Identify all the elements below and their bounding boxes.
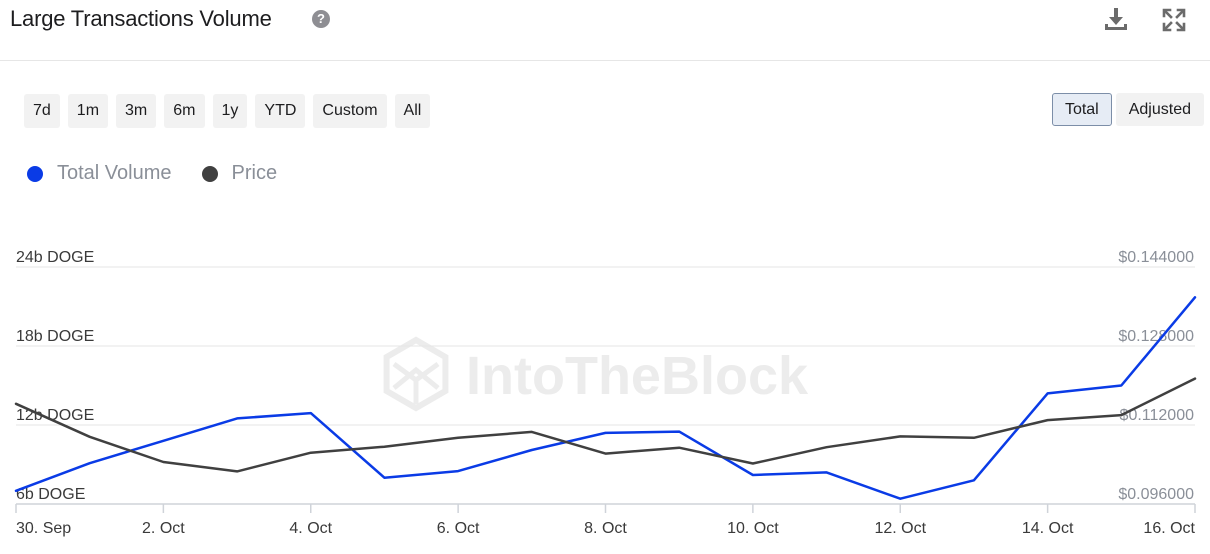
chart-title: Large Transactions Volume [10,6,272,31]
y-left-tick-label: 24b DOGE [16,249,94,266]
y-right-tick-label: $0.128000 [1118,328,1194,345]
watermark-text: IntoTheBlock [466,346,809,406]
x-tick-label: 14. Oct [1022,520,1074,537]
y-left-tick-label: 6b DOGE [16,486,85,503]
legend-marker-total-volume [27,165,43,182]
range-1y-button[interactable]: 1y [212,94,248,128]
series-line-total-volume [14,296,1197,500]
help-icon[interactable]: ? [312,10,330,28]
legend-label-total-volume: Total Volume [57,162,172,184]
y-right-tick-label: $0.112000 [1120,407,1195,424]
legend-marker-price [201,165,218,182]
range-custom-button[interactable]: Custom [313,94,387,128]
x-tick-label: 4. Oct [289,520,332,537]
range-7d-button[interactable]: 7d [24,94,60,128]
x-tick-label: 6. Oct [437,520,480,537]
time-range-selector: 7d 1m 3m 6m 1y YTD Custom All [24,94,431,128]
range-6m-button[interactable]: 6m [164,94,205,128]
mode-adjusted-button[interactable]: Adjusted [1115,93,1204,126]
mode-toggle: Total Adjusted [1051,93,1204,126]
chart-header: Large Transactions Volume ? [0,0,1210,61]
x-tick-label: 2. Oct [142,520,185,537]
range-all-button[interactable]: All [394,94,431,128]
y-right-tick-label: $0.144000 [1118,249,1194,266]
watermark-logo [383,336,449,412]
x-tick-label: 30. Sep [16,520,71,537]
series-line-price [14,377,1197,473]
x-tick-label: 8. Oct [584,520,627,537]
range-1m-button[interactable]: 1m [67,94,109,128]
expand-icon[interactable] [1160,6,1188,34]
range-3m-button[interactable]: 3m [116,94,157,128]
x-tick-label: 16. Oct [1143,520,1195,537]
x-tick-label: 10. Oct [727,520,779,537]
chart-legend: Total Volume Price [27,162,277,185]
y-right-tick-label: $0.096000 [1118,486,1194,503]
x-tick-label: 12. Oct [874,520,926,537]
range-ytd-button[interactable]: YTD [255,94,306,128]
download-icon[interactable] [1102,6,1130,34]
mode-total-button[interactable]: Total [1051,93,1112,126]
legend-item-total-volume[interactable]: Total Volume [27,162,172,185]
y-left-tick-label: 18b DOGE [16,328,94,345]
legend-label-price: Price [231,162,278,184]
legend-item-price[interactable]: Price [201,162,278,185]
